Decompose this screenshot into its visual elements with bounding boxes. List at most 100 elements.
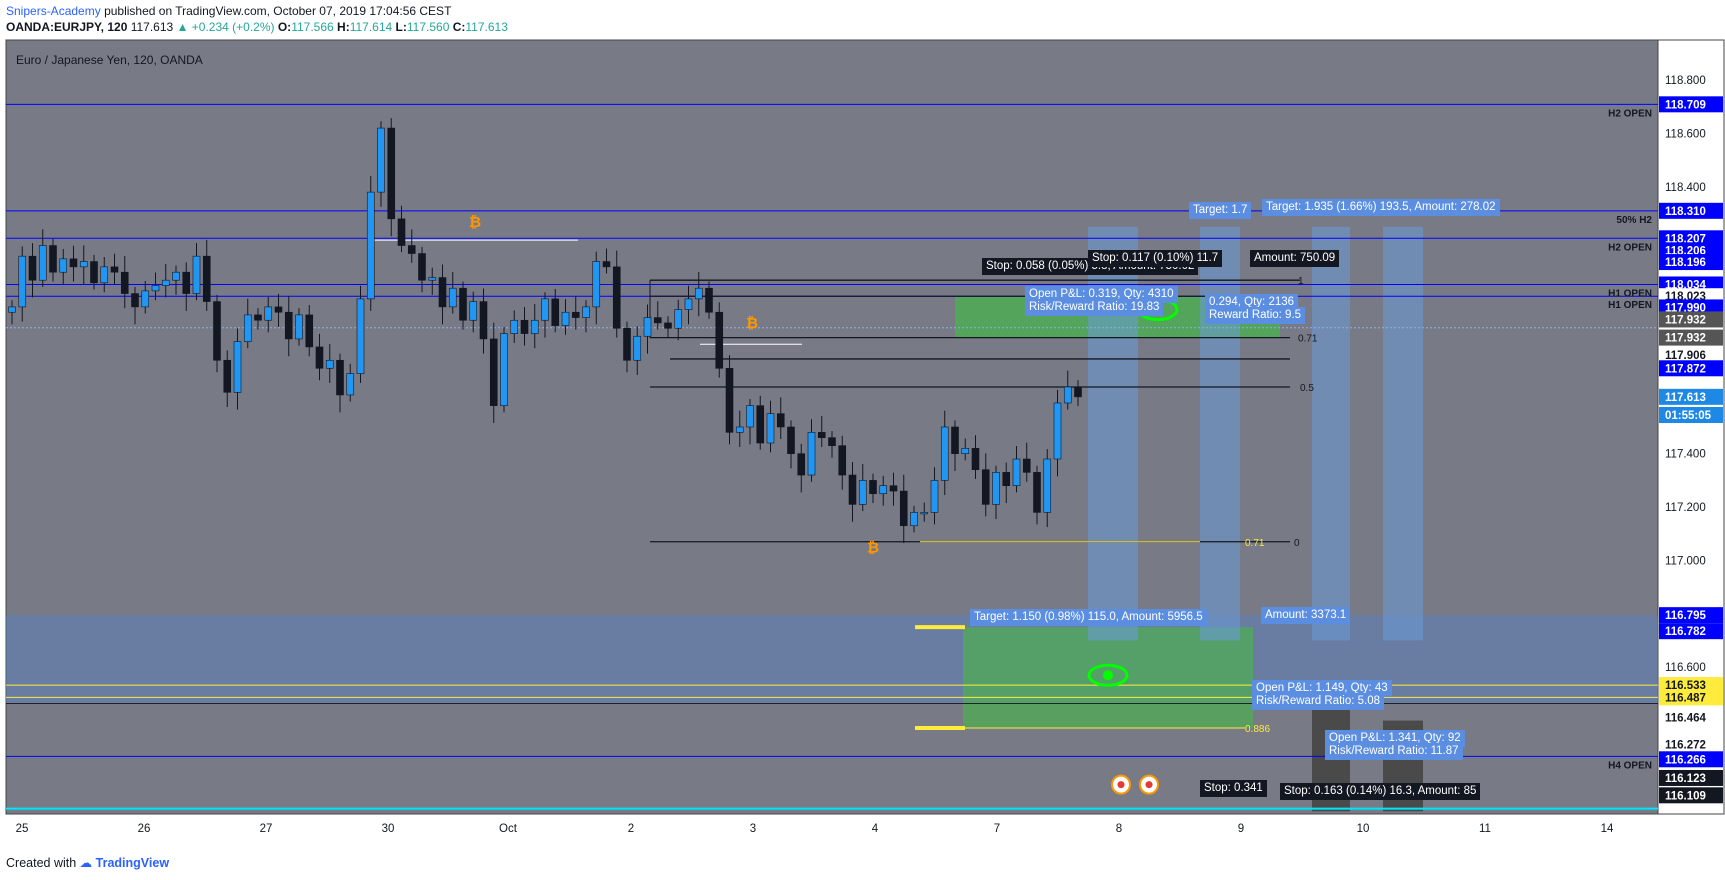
candle-body <box>172 271 180 281</box>
y-tick-label: 118.400 <box>1665 182 1706 194</box>
last-price: 117.613 <box>130 20 174 34</box>
candle-body <box>346 373 355 396</box>
y-tick-label: 117.000 <box>1665 555 1706 567</box>
candle-body <box>284 311 293 340</box>
candle-body <box>120 271 129 294</box>
tradingview-logo-icon: ☁ <box>79 856 93 870</box>
price-tag-bg <box>1659 607 1723 624</box>
price-tag-bg <box>1659 96 1723 113</box>
candle-body <box>940 426 949 481</box>
candle-body <box>141 290 150 308</box>
position-annotation: Reward Ratio: 9.5 <box>1205 307 1306 324</box>
candle-body <box>1074 386 1082 398</box>
price-tag: 116.123 <box>1665 773 1706 785</box>
price-tag-bg <box>1659 388 1723 405</box>
position-annotation: Open P&L: 1.341, Qty: 92 <box>1325 730 1465 747</box>
candle-body <box>541 298 549 321</box>
candle-body <box>438 277 447 308</box>
candle-body <box>797 453 806 476</box>
candle-body <box>428 277 437 281</box>
level-label: H1 OPEN <box>1608 300 1652 311</box>
publisher-link[interactable]: Snipers-Academy <box>6 4 101 18</box>
y-tick-label: 116.600 <box>1665 662 1706 674</box>
position-annotation: Target: 1.7 <box>1189 202 1252 219</box>
price-tag-bg <box>1659 406 1723 423</box>
candle-body <box>920 512 929 515</box>
footer: Created with ☁ TradingView <box>6 855 169 870</box>
fib-label: 0.71 <box>1298 334 1318 345</box>
candle-body <box>776 413 785 428</box>
price-tag: 116.782 <box>1665 626 1706 638</box>
candle-body <box>500 333 508 406</box>
price-change: ▲ +0.234 (+0.2%) <box>176 20 275 34</box>
price-tag-bg <box>1659 329 1723 346</box>
bitcoin-marker-icon: ₿ <box>746 315 758 332</box>
candle-body <box>530 319 539 334</box>
candle-body <box>336 359 344 396</box>
candle-body <box>971 448 980 471</box>
x-tick-label: 27 <box>260 823 273 835</box>
candle-body <box>582 306 590 318</box>
candle-body <box>469 301 478 321</box>
candle-body <box>992 472 1000 505</box>
position-annotation: Open P&L: 0.319, Qty: 4310 <box>1025 286 1178 303</box>
price-tag: 117.990 <box>1665 302 1706 314</box>
candle-body <box>848 474 857 505</box>
candle-body <box>192 255 201 294</box>
tradingview-brand[interactable]: TradingView <box>95 856 170 870</box>
candle-body <box>756 405 765 444</box>
y-tick-label: 118.600 <box>1665 128 1706 140</box>
position-annotation: Amount: 750.09 <box>1250 250 1340 267</box>
price-tag-bg <box>1659 623 1723 640</box>
x-tick-label: 2 <box>628 823 634 835</box>
position-annotation: Risk/Reward Ratio: 5.08 <box>1252 693 1384 710</box>
fib-label: 1 <box>1298 276 1304 287</box>
price-tag: 117.906 <box>1665 350 1706 362</box>
price-tag-bg <box>1659 346 1723 363</box>
position-annotation: Stop: 0.341 <box>1200 780 1267 797</box>
price-tag: 117.613 <box>1665 392 1706 404</box>
price-tag: 116.266 <box>1665 754 1706 766</box>
candle-body <box>879 485 888 495</box>
candle-body <box>592 261 601 308</box>
candle-body <box>715 311 724 369</box>
price-tag-bg <box>1659 230 1723 247</box>
candle-body <box>725 367 734 433</box>
x-tick-label: 10 <box>1357 823 1370 835</box>
x-tick-label: Oct <box>499 823 518 835</box>
position-annotation: 0.294, Qty: 2136 <box>1205 294 1299 311</box>
y-tick-label: 118.800 <box>1665 75 1706 87</box>
x-tick-label: 9 <box>1238 823 1244 835</box>
candle-body <box>110 266 119 273</box>
candle-body <box>664 322 672 329</box>
price-tag-bg <box>1659 689 1723 706</box>
candle-body <box>602 261 611 268</box>
candle-body <box>551 298 560 326</box>
price-tag: 118.207 <box>1665 233 1706 245</box>
price-tag-bg <box>1659 254 1723 271</box>
candle-body <box>366 191 375 300</box>
candle-body <box>981 469 990 505</box>
price-tag-bg <box>1659 299 1723 316</box>
candle-body <box>838 445 847 476</box>
candle-body <box>1043 458 1052 513</box>
price-tag: 116.464 <box>1665 713 1707 725</box>
candle-body <box>182 271 191 294</box>
chart-title: Euro / Japanese Yen, 120, OANDA <box>16 53 203 67</box>
candle-body <box>899 490 908 527</box>
candle-body <box>653 317 662 324</box>
candle-body <box>407 245 416 254</box>
level-label: H4 OPEN <box>1608 760 1652 771</box>
price-tag-bg <box>1659 677 1723 694</box>
candle-body <box>100 266 109 284</box>
price-tag: 118.196 <box>1665 257 1706 269</box>
price-tag-bg <box>1659 202 1723 219</box>
position-annotation: Risk/Reward Ratio: 11.87 <box>1325 743 1463 760</box>
candle-body <box>397 218 406 246</box>
price-tag-bg <box>1659 736 1723 753</box>
x-tick-label: 3 <box>750 823 756 835</box>
candle-body <box>561 311 570 326</box>
candle-body <box>571 311 580 318</box>
candle-body <box>387 127 396 220</box>
